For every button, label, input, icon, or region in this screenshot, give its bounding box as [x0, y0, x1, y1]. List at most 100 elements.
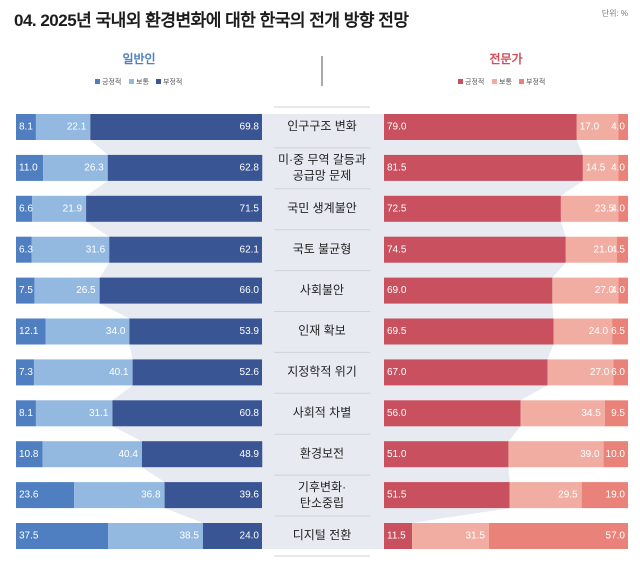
- public-bar-긍정적: [16, 154, 44, 181]
- public-bar-보통: [74, 482, 165, 509]
- expert-legend-swatch: [492, 79, 497, 84]
- public-label-positive: 6.3: [19, 244, 33, 255]
- expert-label-neutral: 27.0: [590, 367, 610, 378]
- expert-label-negative: 4.0: [611, 203, 625, 214]
- category-label: 공급망 문제: [293, 169, 352, 183]
- category-label: 인구구조 변화: [287, 119, 357, 133]
- expert-legend-label: 긍정적: [465, 77, 484, 86]
- expert-label-positive: 51.0: [387, 449, 407, 460]
- expert-legend-label: 보통: [499, 78, 512, 86]
- expert-label-neutral: 31.5: [465, 531, 485, 542]
- expert-label-negative: 4.0: [611, 285, 625, 296]
- expert-label-positive: 81.5: [387, 163, 407, 174]
- expert-bar-부정적: [618, 154, 628, 181]
- public-bar-보통: [108, 523, 203, 549]
- expert-label-positive: 79.0: [387, 122, 407, 133]
- public-label-negative: 71.5: [240, 203, 260, 214]
- public-label-positive: 7.5: [19, 285, 33, 296]
- public-legend-swatch: [156, 79, 161, 84]
- expert-bar-부정적: [618, 277, 628, 304]
- public-bar-부정적: [164, 482, 262, 509]
- public-label-negative: 60.8: [240, 408, 260, 419]
- expert-bar-부정적: [618, 195, 628, 222]
- category-label: 탄소중립: [300, 496, 344, 510]
- public-bar-보통: [34, 277, 100, 304]
- expert-bar-보통: [582, 154, 619, 181]
- expert-bar-긍정적: [384, 523, 413, 549]
- public-bar-보통: [42, 441, 142, 468]
- public-legend-label: 긍정적: [102, 77, 121, 86]
- public-group-label: 일반인: [122, 51, 155, 66]
- public-bar-보통: [32, 195, 87, 222]
- expert-label-neutral: 14.5: [586, 163, 606, 174]
- public-bar-부정적: [109, 236, 262, 263]
- expert-bar-보통: [576, 114, 619, 140]
- public-label-positive: 8.1: [19, 122, 33, 133]
- expert-legend-swatch: [458, 79, 463, 84]
- expert-bar-보통: [412, 523, 489, 549]
- public-bar-보통: [35, 114, 91, 140]
- public-bar-부정적: [99, 277, 262, 304]
- public-label-negative: 66.0: [240, 285, 260, 296]
- category-label: 국토 불균형: [293, 242, 352, 256]
- expert-bar-보통: [552, 277, 619, 304]
- expert-bar-부정적: [613, 359, 628, 386]
- public-bar-부정적: [90, 114, 263, 140]
- expert-bar-보통: [520, 400, 605, 427]
- expert-bar-보통: [509, 482, 582, 509]
- expert-bar-긍정적: [384, 277, 553, 304]
- expert-group-label: 전문가: [489, 51, 522, 66]
- expert-label-positive: 74.5: [387, 244, 407, 255]
- public-bar-부정적: [129, 318, 262, 345]
- public-bar-보통: [35, 400, 113, 427]
- public-bar-보통: [33, 359, 133, 386]
- expert-bar-보통: [508, 441, 604, 468]
- public-label-neutral: 36.8: [141, 490, 161, 501]
- public-label-negative: 39.6: [240, 490, 260, 501]
- public-bar-보통: [43, 154, 108, 181]
- public-bar-긍정적: [16, 441, 43, 468]
- public-label-negative: 52.6: [240, 367, 260, 378]
- expert-bar-긍정적: [384, 195, 561, 222]
- expert-bar-부정적: [618, 114, 628, 140]
- public-label-neutral: 31.6: [86, 244, 106, 255]
- public-bar-긍정적: [16, 400, 36, 427]
- expert-bar-부정적: [604, 400, 628, 427]
- expert-bar-보통: [560, 195, 619, 222]
- expert-bar-긍정적: [384, 400, 521, 427]
- expert-bar-부정적: [581, 482, 628, 509]
- public-label-positive: 6.6: [19, 203, 33, 214]
- category-label: 미·중 무역 갈등과: [278, 153, 366, 167]
- public-legend-label: 보통: [136, 78, 149, 86]
- public-label-neutral: 40.4: [118, 449, 138, 460]
- expert-label-neutral: 29.5: [558, 490, 578, 501]
- category-label: 사회불안: [300, 283, 344, 297]
- expert-bar-긍정적: [384, 114, 577, 140]
- public-bar-부정적: [202, 523, 262, 549]
- expert-label-negative: 10.0: [606, 449, 626, 460]
- expert-legend-label: 부정적: [526, 77, 545, 86]
- public-label-positive: 10.8: [19, 449, 39, 460]
- public-label-positive: 37.5: [19, 531, 39, 542]
- public-bar-긍정적: [16, 114, 36, 140]
- category-label: 인재 확보: [298, 324, 346, 338]
- public-label-neutral: 22.1: [67, 122, 87, 133]
- expert-label-neutral: 17.0: [580, 122, 600, 133]
- expert-label-positive: 69.5: [387, 326, 407, 337]
- expert-bar-긍정적: [384, 482, 510, 509]
- category-label: 환경보전: [300, 446, 344, 460]
- public-label-positive: 23.6: [19, 490, 39, 501]
- expert-label-negative: 9.5: [611, 408, 625, 419]
- public-label-negative: 24.0: [240, 531, 260, 542]
- expert-label-negative: 6.5: [611, 326, 625, 337]
- expert-bar-긍정적: [384, 236, 566, 263]
- public-bar-긍정적: [16, 277, 35, 304]
- category-label: 국민 생계불안: [287, 201, 357, 215]
- public-label-neutral: 26.5: [76, 285, 96, 296]
- public-bar-긍정적: [16, 195, 33, 222]
- public-label-positive: 12.1: [19, 326, 39, 337]
- public-bar-보통: [45, 318, 130, 345]
- expert-label-negative: 6.0: [611, 367, 625, 378]
- expert-bar-보통: [547, 359, 614, 386]
- public-bar-긍정적: [16, 523, 109, 549]
